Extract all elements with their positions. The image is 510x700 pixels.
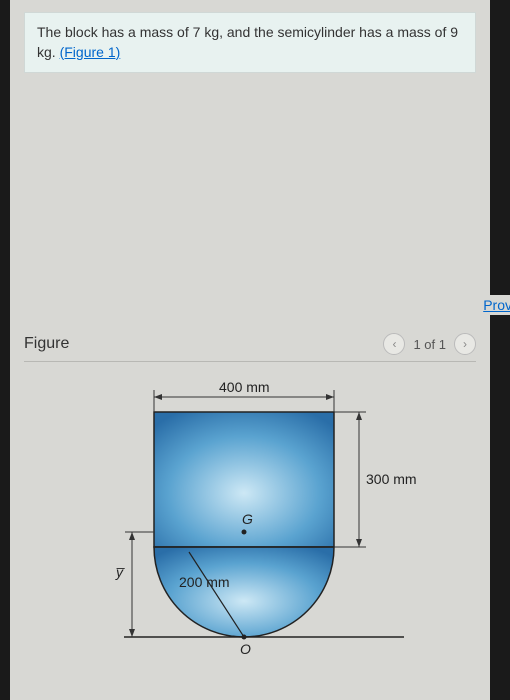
problem-text-c: .: [52, 44, 60, 60]
arrow-h-b: [356, 539, 362, 547]
mass-1: 7 kg: [193, 24, 219, 40]
dim-width: 400 mm: [219, 379, 270, 395]
semicylinder: [154, 547, 334, 637]
figure-header: Figure ‹ 1 of 1 ›: [24, 333, 476, 362]
dim-radius: 200 mm: [179, 574, 230, 590]
arrow-w-r: [326, 394, 334, 400]
dim-height: 300 mm: [366, 471, 417, 487]
pager-next-button[interactable]: ›: [454, 333, 476, 355]
problem-statement: The block has a mass of 7 kg, and the se…: [24, 12, 476, 73]
figure-diagram: G O 200 mm 400 mm 300 mm: [24, 372, 476, 682]
label-G: G: [242, 511, 253, 527]
diagram-svg: G O 200 mm 400 mm 300 mm: [24, 372, 484, 682]
figure-link[interactable]: (Figure 1): [60, 44, 121, 60]
dim-ybar: y̅: [115, 564, 126, 580]
provide-feedback-link[interactable]: Prov: [481, 295, 510, 315]
arrow-y-t: [129, 532, 135, 540]
pager-prev-button[interactable]: ‹: [383, 333, 405, 355]
problem-text: The block has a mass of: [37, 24, 193, 40]
figure-title: Figure: [24, 335, 69, 353]
page-container: The block has a mass of 7 kg, and the se…: [10, 0, 490, 700]
arrow-h-t: [356, 412, 362, 420]
label-O: O: [240, 641, 251, 657]
arrow-w-l: [154, 394, 162, 400]
problem-text-b: , and the semicylinder has a mass of: [219, 24, 450, 40]
figure-pager: ‹ 1 of 1 ›: [383, 333, 476, 355]
arrow-y-b: [129, 629, 135, 637]
pager-text: 1 of 1: [413, 337, 446, 352]
point-G: [242, 530, 247, 535]
